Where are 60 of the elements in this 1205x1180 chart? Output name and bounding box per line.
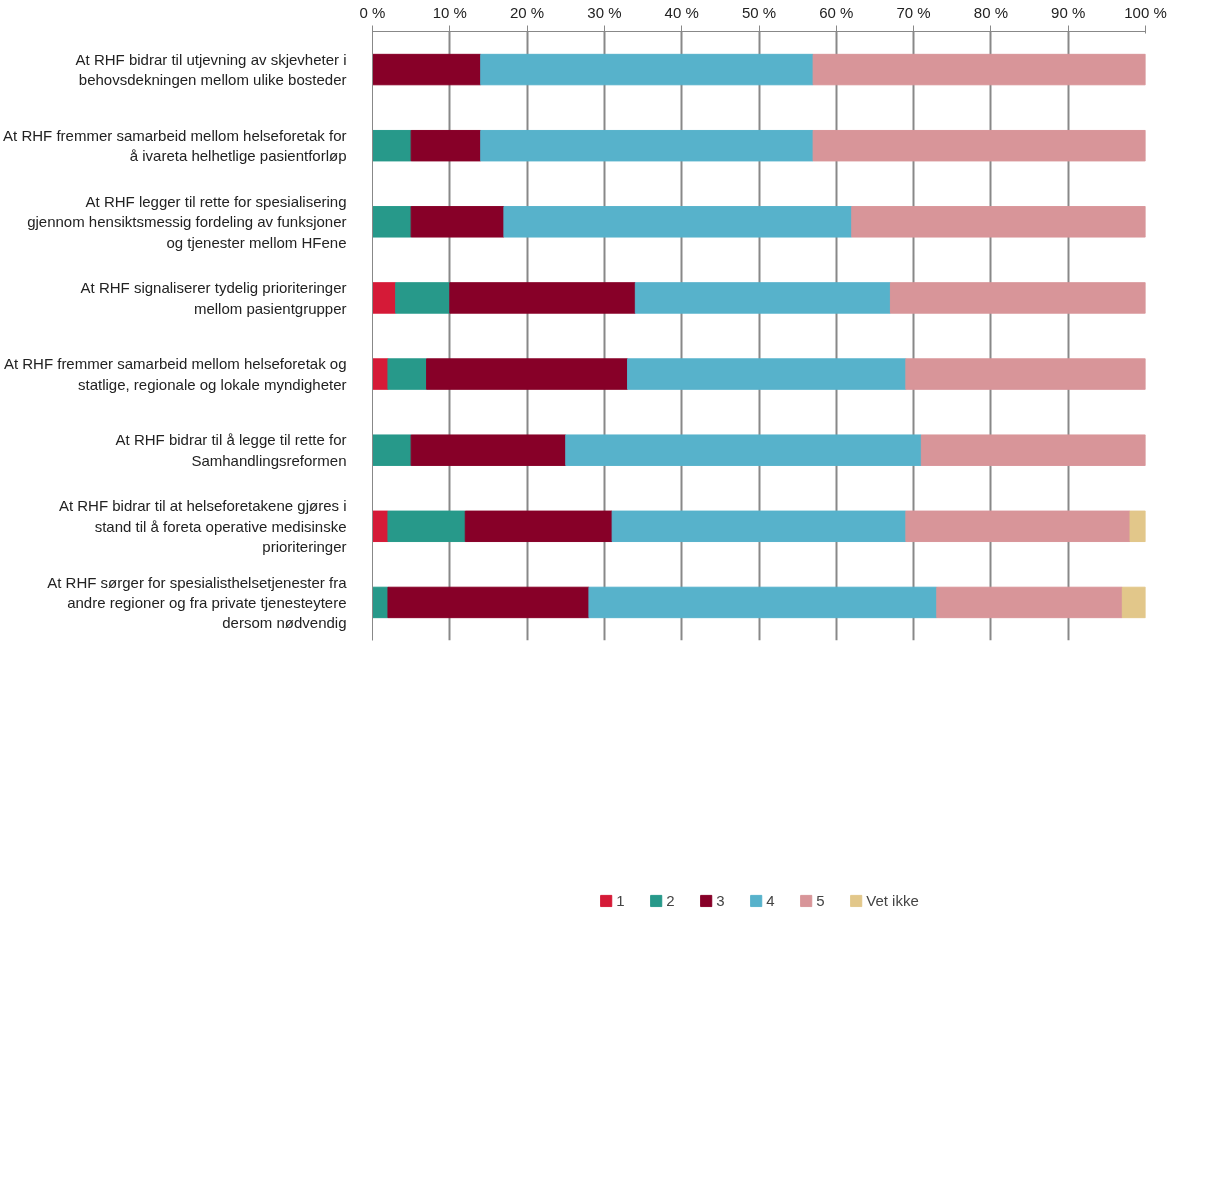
bar	[410, 434, 567, 466]
bar	[426, 358, 629, 390]
x-tick-label: 40 %	[664, 3, 699, 21]
bar	[565, 434, 922, 466]
bar	[387, 510, 466, 543]
y-tick-label: At RHF fremmer samarbeid mellom helseforetak og statlige, regionale og lokale myndigheter	[3, 355, 347, 393]
bar	[588, 586, 938, 619]
bar	[920, 434, 1146, 466]
bar	[634, 282, 891, 314]
bar	[812, 129, 1146, 162]
x-tick-label: 20 %	[510, 3, 545, 21]
bar	[372, 206, 412, 238]
bar	[387, 358, 428, 390]
bar	[410, 129, 482, 162]
bar	[905, 510, 1131, 543]
bar	[449, 282, 636, 314]
x-tick-label: 90 %	[1051, 3, 1086, 21]
x-tick-label: 50 %	[741, 3, 777, 21]
legend-label: 3	[716, 891, 726, 909]
bar	[372, 53, 482, 86]
bar	[905, 358, 1146, 390]
bar	[410, 206, 505, 238]
bar	[627, 358, 907, 390]
bar	[503, 206, 853, 238]
y-tick-label: At RHF legger til rette for spesialisering gjennom hensiktsmessig fordeling av funksjoner og tjenester mellom HFene	[27, 192, 347, 251]
bar	[812, 53, 1146, 86]
bar	[611, 510, 907, 543]
x-tick-label: 10 %	[432, 3, 467, 21]
bar	[372, 434, 412, 466]
legend-label: 2	[666, 891, 676, 909]
bar	[387, 586, 590, 619]
bar	[889, 282, 1146, 314]
bar	[480, 53, 814, 86]
legend-label: Vet ikke	[866, 891, 919, 909]
x-tick-label: 60 %	[819, 3, 854, 21]
y-tick-label: At RHF signaliserer tydelig prioriteringer mellom pasientgrupper	[80, 279, 347, 317]
bar	[480, 129, 814, 162]
bar	[372, 358, 389, 390]
legend-label: 1	[616, 891, 626, 909]
legend-label: 5	[816, 891, 826, 909]
x-tick-label: 100 %	[1124, 3, 1167, 21]
y-tick-label: At RHF fremmer samarbeid mellom helseforetak for å ivareta helhetlige pasientforløp	[3, 126, 347, 165]
y-tick-label: At RHF bidrar til å legge til rette for Samhandlingsreformen	[115, 431, 347, 469]
x-tick-label: 70 %	[896, 3, 931, 21]
x-tick-label: 30 %	[587, 3, 622, 21]
x-tick-label: 80 %	[973, 3, 1009, 21]
bar	[464, 510, 613, 543]
x-tick-label: 0 %	[359, 3, 386, 21]
bar	[372, 282, 397, 314]
bar	[851, 206, 1146, 238]
y-tick-label: At RHF bidrar til at helseforetakene gjøres i stand til å foreta operative medisinske prioriteringer	[58, 497, 347, 556]
bar	[395, 282, 451, 314]
y-tick-label: At RHF bidrar til utjevning av skjevheter i behovsdekningen mellom ulike bosteder	[75, 50, 347, 89]
y-tick-label: At RHF sørger for spesialisthelsetjenester fra andre regioner og fra private tjenesteytere dersom nødvendig	[47, 573, 348, 632]
bar	[372, 129, 412, 162]
legend-label: 4	[766, 891, 776, 909]
bar	[936, 586, 1123, 619]
bar	[1129, 510, 1146, 543]
bar	[372, 510, 389, 543]
bar	[1121, 586, 1146, 619]
